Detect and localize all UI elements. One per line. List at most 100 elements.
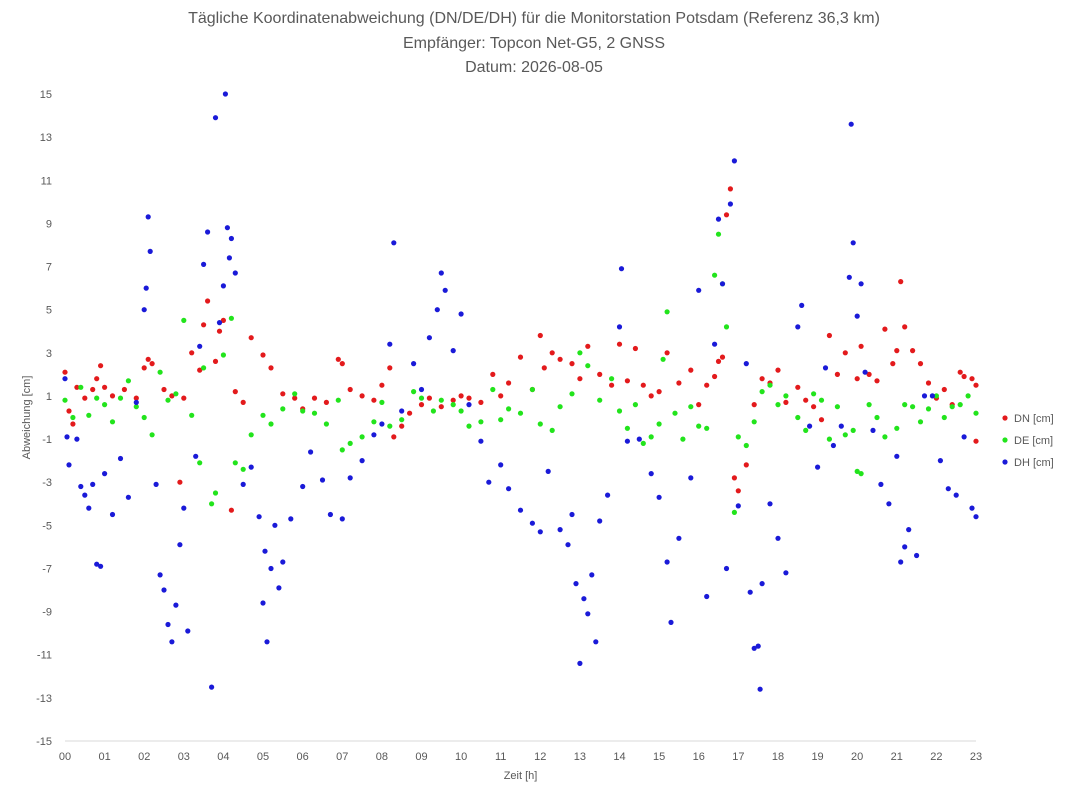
data-point-dh xyxy=(240,481,246,487)
chart-subtitle-date: Datum: 2026-08-05 xyxy=(465,59,603,76)
data-point-dh xyxy=(327,511,333,518)
data-point-dh xyxy=(886,501,892,507)
data-point-dh xyxy=(117,455,124,462)
data-point-dn xyxy=(882,326,888,332)
data-point-dh xyxy=(969,505,975,511)
data-point-de xyxy=(371,419,377,425)
data-point-dh xyxy=(339,516,345,522)
data-point-dn xyxy=(537,332,543,339)
data-point-dn xyxy=(715,358,722,364)
data-point-de xyxy=(292,391,298,397)
data-point-de xyxy=(775,402,781,408)
x-axis-label: Zeit [h] xyxy=(504,770,538,782)
data-point-de xyxy=(430,408,436,414)
data-point-dn xyxy=(775,367,781,373)
x-tick-label: 12 xyxy=(534,751,546,763)
data-point-dh xyxy=(585,611,591,617)
data-point-dn xyxy=(712,373,718,380)
data-point-de xyxy=(965,393,971,399)
data-point-dn xyxy=(177,479,183,485)
data-point-dn xyxy=(169,393,175,399)
data-point-dh xyxy=(109,511,116,518)
data-point-dn xyxy=(577,376,583,382)
y-tick-label: 5 xyxy=(46,305,52,317)
data-point-de xyxy=(529,386,536,393)
x-tick-label: 10 xyxy=(455,751,467,763)
x-tick-label: 22 xyxy=(930,751,942,763)
data-point-dh xyxy=(102,471,108,477)
data-point-dh xyxy=(973,514,979,520)
data-point-dh xyxy=(593,639,599,645)
data-point-dh xyxy=(945,486,951,492)
data-point-de xyxy=(78,384,84,390)
data-point-dn xyxy=(751,402,757,408)
y-tick-label: 7 xyxy=(46,262,52,274)
data-point-dh xyxy=(906,527,912,533)
y-tick-label: -9 xyxy=(42,607,52,619)
legend-marker-dn xyxy=(1002,415,1008,421)
x-tick-label: 16 xyxy=(693,751,705,763)
data-point-dh xyxy=(723,565,730,572)
data-point-dh xyxy=(537,529,543,535)
data-point-de xyxy=(704,425,710,431)
data-point-dh xyxy=(862,369,868,375)
data-point-dh xyxy=(226,255,232,261)
data-point-dh xyxy=(205,229,211,235)
data-point-de xyxy=(260,412,266,418)
data-point-dn xyxy=(826,332,833,339)
y-tick-label: 3 xyxy=(46,348,52,360)
data-point-de xyxy=(874,414,880,421)
data-point-dn xyxy=(973,382,979,388)
x-tick-label: 06 xyxy=(297,751,309,763)
data-point-de xyxy=(917,419,924,425)
data-point-dn xyxy=(506,380,512,386)
data-point-dh xyxy=(276,585,282,591)
data-point-dn xyxy=(438,404,444,410)
data-point-dh xyxy=(379,421,385,427)
data-point-dn xyxy=(220,317,226,323)
data-point-dn xyxy=(102,384,108,390)
data-point-de xyxy=(268,421,274,427)
y-tick-label: 9 xyxy=(46,218,52,230)
data-point-dh xyxy=(953,492,959,498)
data-point-dn xyxy=(248,335,254,341)
data-point-de xyxy=(712,272,718,278)
data-point-dn xyxy=(648,393,654,399)
data-point-dn xyxy=(902,324,908,330)
data-point-dn xyxy=(379,382,385,388)
data-point-dh xyxy=(656,494,662,500)
data-point-dh xyxy=(577,660,583,667)
legend-label-dn: DN [cm] xyxy=(1014,413,1054,425)
data-point-dh xyxy=(272,522,278,528)
x-tick-label: 19 xyxy=(811,751,823,763)
data-point-dh xyxy=(300,483,306,490)
data-point-dn xyxy=(145,356,151,362)
x-tick-label: 08 xyxy=(376,751,388,763)
data-point-dn xyxy=(347,386,353,393)
data-point-de xyxy=(688,404,694,410)
data-point-dh xyxy=(411,361,417,367)
data-point-de xyxy=(664,309,670,315)
data-point-de xyxy=(910,404,916,410)
data-point-dn xyxy=(450,397,456,403)
data-point-dn xyxy=(834,371,841,377)
data-point-dh xyxy=(399,408,405,414)
data-point-dn xyxy=(917,361,924,367)
data-point-de xyxy=(379,399,385,405)
data-point-dh xyxy=(799,302,805,308)
data-point-dh xyxy=(605,492,611,498)
data-point-de xyxy=(86,412,92,418)
data-point-de xyxy=(648,434,654,440)
data-point-dn xyxy=(696,402,702,408)
data-point-dn xyxy=(335,356,341,362)
legend-label-dh: DH [cm] xyxy=(1014,457,1054,469)
x-tick-label: 07 xyxy=(336,751,348,763)
data-point-de xyxy=(557,404,563,410)
data-point-dn xyxy=(743,462,749,468)
data-point-dh xyxy=(961,434,967,440)
data-point-dh xyxy=(201,261,207,267)
data-point-dn xyxy=(240,399,246,405)
data-point-dh xyxy=(636,436,642,442)
data-point-dh xyxy=(391,240,397,246)
data-point-dn xyxy=(735,488,741,494)
